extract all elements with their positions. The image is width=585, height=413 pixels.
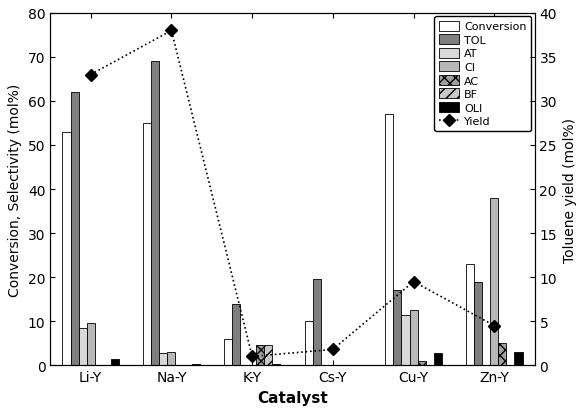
Yield: [168, 29, 175, 34]
Bar: [78, 328, 87, 366]
Yield: [329, 347, 336, 352]
Bar: [418, 361, 426, 366]
Bar: [466, 264, 474, 366]
Bar: [401, 315, 410, 366]
Bar: [264, 346, 273, 366]
Y-axis label: Toluene yield (mol%): Toluene yield (mol%): [563, 117, 577, 262]
Bar: [152, 62, 159, 366]
Bar: [474, 282, 482, 366]
Bar: [386, 115, 393, 366]
Bar: [87, 324, 95, 366]
Yield: [87, 73, 94, 78]
Bar: [63, 133, 71, 366]
Bar: [224, 339, 232, 366]
Bar: [192, 364, 199, 366]
Yield: [410, 279, 417, 284]
Yield: [249, 354, 256, 359]
Bar: [167, 352, 175, 366]
Bar: [498, 343, 507, 366]
Bar: [514, 352, 522, 366]
Bar: [111, 359, 119, 366]
Bar: [143, 123, 152, 366]
Bar: [410, 311, 418, 366]
Y-axis label: Conversion, Selectivity (mol%): Conversion, Selectivity (mol%): [8, 83, 22, 296]
Bar: [71, 93, 78, 366]
Bar: [433, 353, 442, 366]
Yield: [491, 323, 498, 328]
Bar: [393, 291, 401, 366]
Bar: [305, 321, 312, 366]
Bar: [490, 198, 498, 366]
Legend: Conversion, TOL, AT, CI, AC, BF, OLI, Yield: Conversion, TOL, AT, CI, AC, BF, OLI, Yi…: [434, 17, 531, 131]
Bar: [232, 304, 240, 366]
Line: Yield: Yield: [87, 27, 498, 361]
X-axis label: Catalyst: Catalyst: [257, 390, 328, 405]
Bar: [159, 353, 167, 366]
Bar: [312, 280, 321, 366]
Bar: [273, 364, 280, 366]
Bar: [256, 346, 264, 366]
